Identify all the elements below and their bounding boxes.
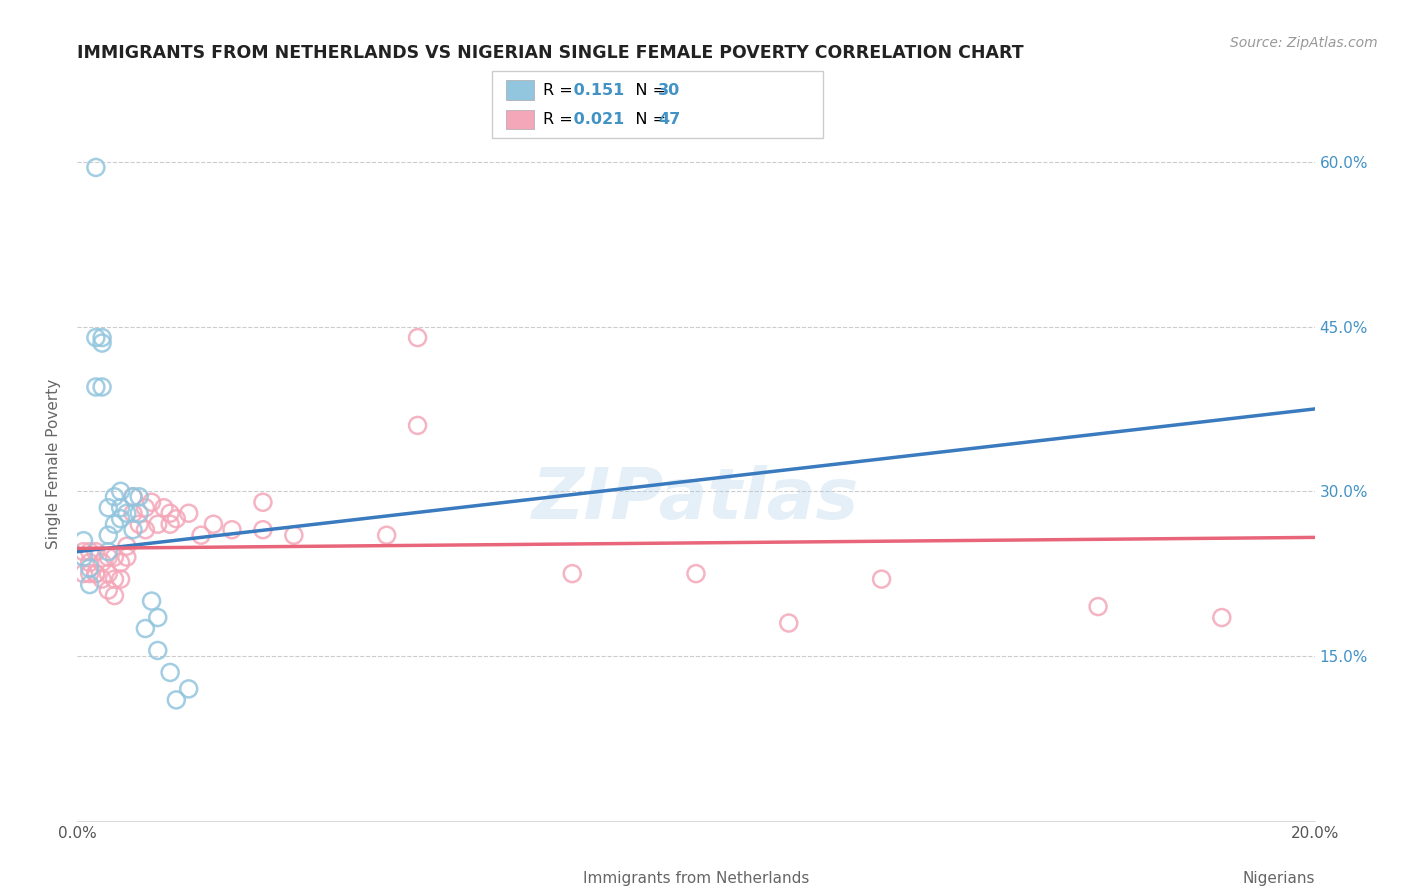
Point: [115, 550, 138, 565]
Point: [103, 589, 125, 603]
Point: [110, 484, 132, 499]
Point: [153, 500, 176, 515]
Point: [97, 550, 120, 565]
Point: [165, 512, 187, 526]
Point: [103, 550, 125, 565]
Point: [1211, 610, 1233, 624]
Text: R =: R =: [543, 112, 578, 127]
Point: [128, 490, 150, 504]
Text: IMMIGRANTS FROM NETHERLANDS VS NIGERIAN SINGLE FEMALE POVERTY CORRELATION CHART: IMMIGRANTS FROM NETHERLANDS VS NIGERIAN …: [77, 45, 1024, 62]
Point: [97, 583, 120, 598]
Text: Immigrants from Netherlands: Immigrants from Netherlands: [582, 871, 810, 886]
Point: [252, 495, 274, 509]
Text: 0.151: 0.151: [568, 83, 624, 97]
Point: [146, 610, 169, 624]
Point: [177, 506, 200, 520]
Point: [778, 615, 800, 630]
Text: R =: R =: [543, 83, 578, 97]
Point: [165, 693, 187, 707]
Point: [122, 506, 145, 520]
Point: [141, 495, 163, 509]
Point: [103, 490, 125, 504]
Point: [91, 330, 114, 344]
Text: 0.021: 0.021: [568, 112, 624, 127]
Point: [221, 523, 243, 537]
Point: [122, 490, 145, 504]
Point: [146, 643, 169, 657]
Point: [159, 506, 181, 520]
Point: [97, 500, 120, 515]
Point: [110, 500, 132, 515]
Point: [72, 566, 94, 581]
Point: [561, 566, 583, 581]
Point: [177, 681, 200, 696]
Point: [375, 528, 398, 542]
Point: [84, 380, 107, 394]
Point: [72, 550, 94, 565]
Point: [103, 572, 125, 586]
Text: N =: N =: [620, 83, 671, 97]
Point: [685, 566, 707, 581]
Point: [79, 577, 101, 591]
Point: [84, 330, 107, 344]
Point: [134, 523, 156, 537]
Point: [84, 566, 107, 581]
Point: [79, 561, 101, 575]
Text: 47: 47: [658, 112, 681, 127]
Point: [91, 380, 114, 394]
Point: [115, 539, 138, 553]
Point: [115, 506, 138, 520]
Point: [122, 523, 145, 537]
Point: [79, 566, 101, 581]
Point: [146, 517, 169, 532]
Y-axis label: Single Female Poverty: Single Female Poverty: [46, 379, 62, 549]
Point: [870, 572, 893, 586]
Point: [283, 528, 305, 542]
Point: [128, 517, 150, 532]
Point: [252, 523, 274, 537]
Point: [1087, 599, 1109, 614]
Text: Nigerians: Nigerians: [1241, 871, 1315, 886]
Point: [72, 533, 94, 548]
Point: [91, 556, 114, 570]
Text: N =: N =: [620, 112, 671, 127]
Point: [110, 512, 132, 526]
Point: [84, 161, 107, 175]
Point: [110, 572, 132, 586]
Point: [97, 528, 120, 542]
Point: [97, 566, 120, 581]
Point: [141, 594, 163, 608]
Text: Source: ZipAtlas.com: Source: ZipAtlas.com: [1230, 36, 1378, 50]
Point: [97, 544, 120, 558]
Point: [84, 544, 107, 558]
Point: [91, 336, 114, 351]
Point: [110, 556, 132, 570]
Point: [79, 544, 101, 558]
Point: [84, 566, 107, 581]
Point: [128, 506, 150, 520]
Point: [406, 418, 429, 433]
Point: [122, 490, 145, 504]
Point: [103, 517, 125, 532]
Text: ZIPatlas: ZIPatlas: [533, 465, 859, 534]
Point: [159, 517, 181, 532]
Point: [79, 556, 101, 570]
Text: 30: 30: [658, 83, 681, 97]
Point: [72, 544, 94, 558]
Point: [406, 330, 429, 344]
Point: [159, 665, 181, 680]
Point: [91, 572, 114, 586]
Point: [134, 500, 156, 515]
Point: [202, 517, 225, 532]
Point: [190, 528, 212, 542]
Point: [134, 622, 156, 636]
